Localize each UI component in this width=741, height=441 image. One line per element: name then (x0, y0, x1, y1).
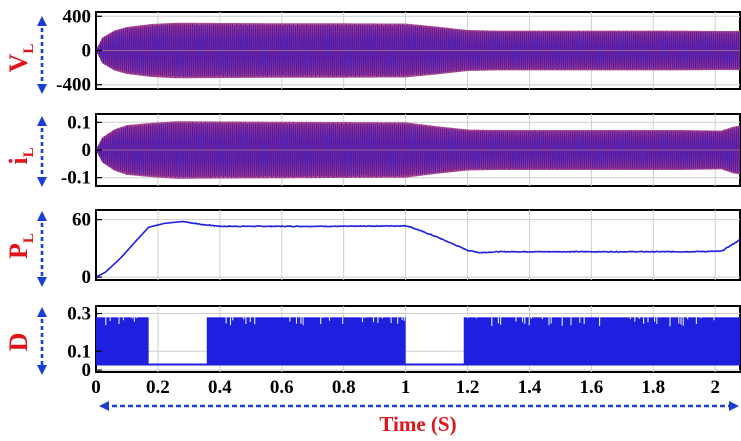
y-axis-label: PL (4, 233, 37, 259)
x-tick-label: 1.8 (641, 377, 665, 398)
panel-frame (95, 209, 741, 281)
y-tick-label: 60 (72, 210, 91, 231)
y-axis-label: D (4, 333, 33, 352)
power-trace (96, 220, 740, 278)
y-tick-label: 0 (82, 140, 92, 161)
x-tick-label: 0.8 (332, 377, 356, 398)
y-tick-label: 0 (82, 41, 92, 62)
x-tick-label: 2 (710, 377, 720, 398)
x-tick-label: 1.6 (580, 377, 604, 398)
plot-area (96, 317, 740, 366)
y-axis-label: iL (4, 147, 37, 164)
y-tick-label: 0 (82, 267, 92, 288)
duty-switching-band (464, 317, 740, 365)
x-tick-label: 0.6 (270, 377, 294, 398)
duty-switching-gaps (225, 317, 405, 326)
y-tick-label: 0.1 (67, 341, 91, 362)
y-axis-label-main: V (4, 53, 33, 72)
y-tick-label: -400 (56, 75, 91, 96)
y-axis-label-main: i (4, 157, 33, 164)
y-axis-label-subscript: L (21, 44, 37, 54)
x-axis-label: Time (S) (379, 412, 456, 436)
phase-trace-2 (96, 122, 740, 178)
plot-area (96, 220, 740, 278)
y-axis-label-subscript: L (21, 147, 37, 157)
duty-switching-gaps (467, 317, 715, 327)
x-tick-label: 1 (401, 377, 411, 398)
y-tick-label: -0.1 (61, 168, 91, 189)
duty-switching-band (96, 317, 149, 365)
x-tick-label: 0.2 (146, 377, 170, 398)
y-tick-label: 0 (82, 360, 92, 381)
panel-il: 0.1 0 -0.1 iL (4, 112, 741, 189)
panel-d: 0.3 0.10 D (4, 304, 741, 381)
y-axis-label-main: D (4, 333, 33, 352)
x-axis: 0 0.2 0.4 0.6 0.8 1 1.2 1.4 1.6 1.8 2 Time (S) (91, 377, 739, 436)
duty-switching-band (207, 317, 406, 365)
panel-pl: 60 0 PL (4, 209, 741, 288)
y-tick-label: 0.1 (67, 112, 91, 133)
y-axis-label: VL (4, 44, 37, 73)
phase-trace-2 (96, 23, 740, 78)
duty-switching-gaps (105, 317, 138, 326)
y-tick-label: 0.3 (67, 304, 91, 325)
panel-vl: 400 0 -400 VL (4, 6, 741, 96)
plot-area (96, 121, 740, 179)
x-tick-label: 0 (91, 377, 101, 398)
y-axis-label-main: P (4, 243, 33, 259)
plot-area (96, 22, 740, 79)
y-tick-label: 400 (63, 6, 92, 27)
x-tick-label: 1.2 (456, 377, 480, 398)
x-tick-label: 0.4 (208, 377, 232, 398)
x-tick-label: 1.4 (518, 377, 542, 398)
y-axis-label-subscript: L (21, 233, 37, 243)
